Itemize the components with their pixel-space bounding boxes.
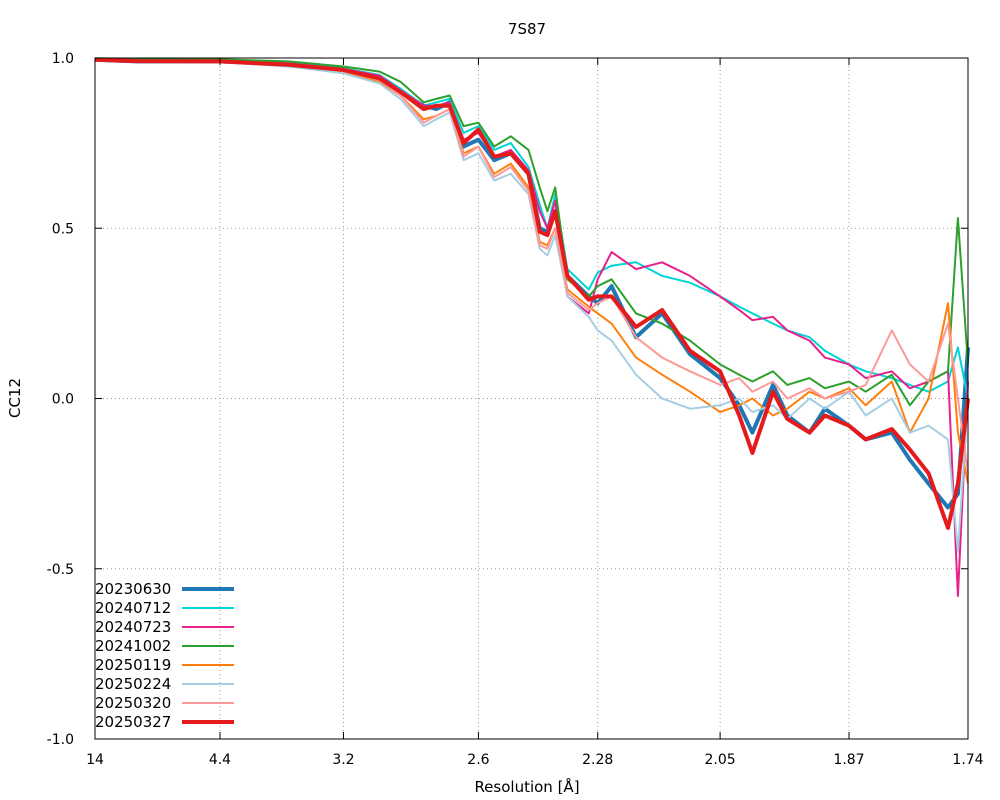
series-line-20230630	[94, 57, 970, 510]
x-tick-label: 2.6	[467, 752, 489, 768]
legend-label: 20250119	[95, 656, 171, 674]
x-axis-title: Resolution [Å]	[474, 777, 579, 796]
x-tick-label: 2.28	[582, 752, 613, 768]
legend: 2023063020240712202407232024100220250119…	[95, 580, 234, 731]
x-tick-label: 1.74	[952, 752, 983, 768]
legend-label: 20250327	[95, 713, 171, 731]
legend-label: 20250320	[95, 694, 171, 712]
y-tick-label: -1.0	[47, 732, 74, 748]
x-tick-label: 14	[86, 752, 104, 768]
y-tick-label: 0.5	[52, 221, 74, 237]
series-line-20250224	[94, 58, 969, 553]
legend-label: 20240712	[95, 599, 171, 617]
x-tick-label: 3.2	[332, 752, 354, 768]
series-line-20250327	[94, 57, 970, 530]
legend-label: 20230630	[95, 580, 171, 598]
legend-label: 20241002	[95, 637, 171, 655]
y-axis-title: CC12	[6, 378, 24, 418]
x-tick-label: 1.87	[833, 752, 864, 768]
series-line-20241002	[94, 57, 969, 407]
x-tick-label: 2.05	[705, 752, 736, 768]
y-tick-label: 1.0	[52, 51, 74, 67]
legend-label: 20240723	[95, 618, 171, 636]
series-line-20240723	[94, 58, 969, 597]
legend-label: 20250224	[95, 675, 171, 693]
series-line-20250320	[94, 58, 969, 474]
x-tick-label: 4.4	[209, 752, 231, 768]
series-line-20250119	[94, 58, 969, 484]
series-lines	[94, 57, 970, 597]
y-tick-label: -0.5	[47, 562, 74, 578]
axis-ticks: 14 4.4 3.2 2.6 2.28 2.05 1.87 1.74 1.0 0.5 0.0 -0.5…	[47, 51, 984, 768]
y-tick-label: 0.0	[52, 392, 74, 408]
chart-title: 7S87	[508, 20, 546, 38]
